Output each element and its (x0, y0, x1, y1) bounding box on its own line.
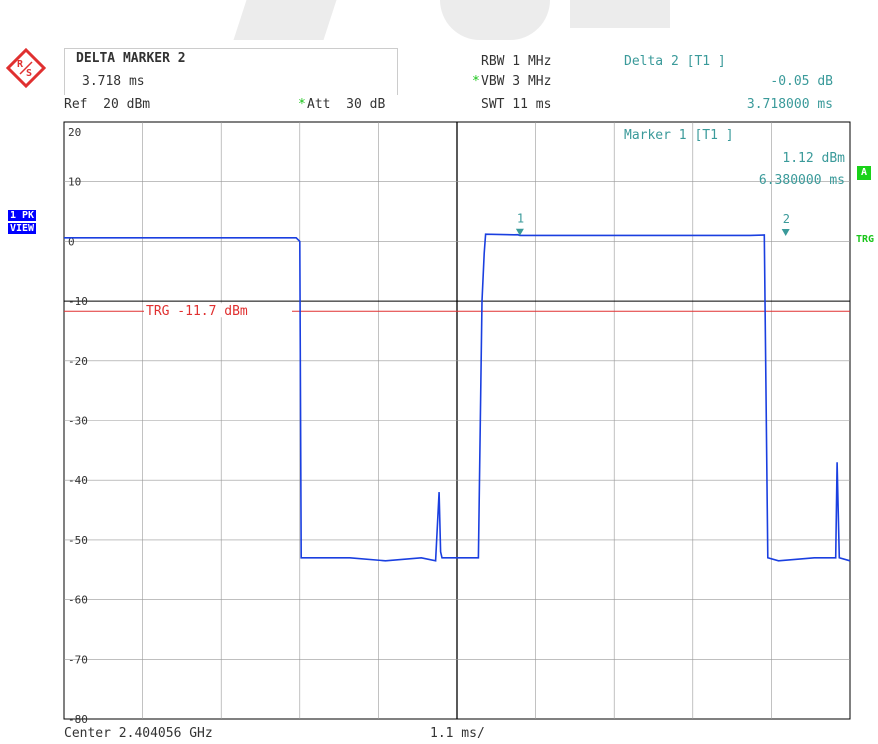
marker-label: 2 (783, 212, 790, 226)
delta-title: Delta 2 [T1 ] (624, 54, 726, 69)
watermark-shape-mid (440, 0, 550, 40)
trg-label: TRG (856, 234, 875, 245)
y-tick-label: -10 (68, 295, 88, 308)
delta-marker-box (64, 48, 398, 95)
time-per-division: 1.1 ms/ (430, 726, 485, 741)
marker1-level: 1.12 dBm (782, 151, 845, 166)
y-tick-label: -80 (68, 713, 88, 726)
marker-triangle (781, 229, 790, 237)
y-tick-label: -30 (68, 415, 88, 428)
vbw: VBW 3 MHz (481, 74, 552, 89)
trace-mode-view: VIEW (8, 223, 37, 234)
ref-level: Ref 20 dBm (64, 97, 151, 112)
trace-line (64, 233, 851, 562)
delta-marker-value: 3.718 ms (82, 74, 145, 89)
rohde-schwarz-logo: R S (6, 48, 46, 88)
delta-marker-title: DELTA MARKER 2 (76, 51, 186, 66)
att-star: * (298, 97, 306, 112)
attenuation: Att 30 dB (307, 97, 386, 112)
sweep-time: SWT 11 ms (481, 97, 552, 112)
y-tick-label: 20 (68, 126, 81, 139)
svg-text:S: S (26, 68, 32, 79)
y-tick-label: -20 (68, 355, 88, 368)
y-tick-label: -70 (68, 653, 88, 666)
center-frequency: Center 2.404056 GHz (64, 726, 213, 741)
marker1-title: Marker 1 [T1 ] (624, 128, 734, 143)
rbw: RBW 1 MHz (481, 54, 552, 69)
y-tick-label: 10 (68, 176, 81, 189)
svg-text:R: R (17, 59, 24, 70)
marker-triangle (515, 228, 524, 236)
trigger-label: TRG -11.7 dBm (146, 304, 248, 319)
y-tick-label: -60 (68, 594, 88, 607)
y-tick-label: -50 (68, 534, 88, 547)
vbw-star: * (472, 74, 480, 89)
y-tick-label: 0 (68, 235, 75, 248)
delta-time: 3.718000 ms (746, 97, 833, 112)
trace-a-label: A (857, 166, 872, 180)
y-tick-label: -40 (68, 474, 88, 487)
trace-mode-pk: 1 PK (8, 210, 37, 221)
trigger-label-bg (144, 303, 292, 318)
marker1-time: 6.380000 ms (758, 173, 845, 188)
delta-db: -0.05 dB (770, 74, 833, 89)
marker-label: 1 (517, 212, 524, 226)
watermark-shape-right (570, 0, 670, 28)
